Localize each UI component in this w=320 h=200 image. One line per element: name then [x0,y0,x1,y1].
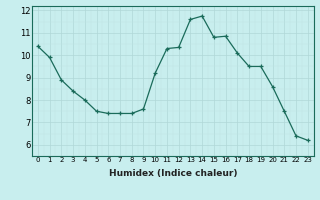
X-axis label: Humidex (Indice chaleur): Humidex (Indice chaleur) [108,169,237,178]
